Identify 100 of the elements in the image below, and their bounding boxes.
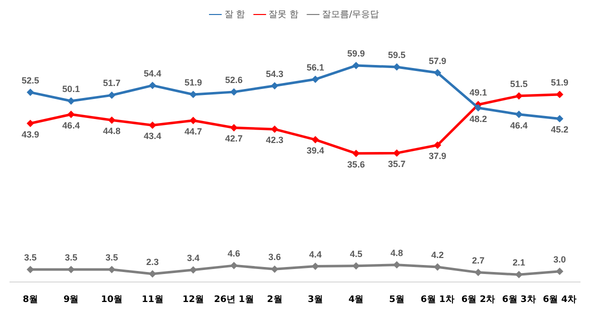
data-label: 42.3 — [266, 135, 284, 146]
point — [312, 76, 319, 83]
data-label: 35.6 — [347, 159, 365, 170]
data-label: 56.1 — [306, 62, 324, 72]
point — [271, 266, 278, 273]
data-label: 44.7 — [184, 126, 202, 136]
point — [26, 266, 34, 274]
point — [434, 264, 441, 271]
point — [556, 115, 564, 122]
data-label: 44.8 — [103, 126, 121, 136]
point — [312, 136, 319, 144]
data-label: 43.4 — [144, 131, 162, 142]
x-tick-label: 2월 — [267, 294, 282, 305]
point — [190, 266, 197, 274]
legend-label: 잘못 함 — [268, 10, 299, 20]
x-tick-label: 11월 — [142, 294, 164, 305]
data-label: 48.2 — [469, 114, 487, 124]
x-tick-label: 5월 — [389, 294, 404, 305]
point — [515, 92, 522, 100]
x-tick-label: 10월 — [101, 294, 123, 305]
x-tick-label: 6월 4차 — [542, 294, 576, 305]
data-label: 2.1 — [512, 258, 526, 268]
point — [271, 82, 278, 90]
point — [393, 261, 400, 268]
point — [352, 62, 360, 70]
point — [434, 69, 441, 76]
legend-label: 잘 함 — [224, 10, 246, 20]
point — [230, 124, 238, 132]
data-label: 51.9 — [550, 77, 568, 88]
data-label: 4.6 — [228, 248, 240, 259]
data-label: 54.3 — [266, 68, 284, 79]
point — [434, 142, 441, 149]
point — [515, 110, 522, 118]
data-label: 51.9 — [184, 77, 202, 88]
point — [149, 270, 156, 278]
data-label: 46.4 — [510, 120, 528, 130]
point — [68, 97, 75, 104]
x-tick-label: 26년 1월 — [214, 294, 254, 305]
data-label: 52.5 — [22, 75, 40, 86]
x-tick-label: 6월 2차 — [461, 294, 496, 305]
data-label: 43.9 — [22, 129, 40, 140]
point — [312, 262, 319, 270]
point — [149, 122, 156, 129]
data-label: 45.2 — [550, 124, 568, 135]
data-label: 37.9 — [428, 151, 446, 162]
data-label: 50.1 — [62, 84, 80, 94]
x-tick-label: 8월 — [22, 294, 38, 305]
point — [515, 271, 522, 278]
x-tick-label: 3월 — [308, 294, 323, 305]
point — [352, 262, 360, 270]
data-label: 2.3 — [146, 256, 159, 267]
point — [393, 150, 400, 157]
data-label: 3.4 — [186, 252, 200, 263]
point — [352, 150, 360, 157]
x-tick-label: 9월 — [63, 294, 79, 305]
point — [26, 120, 34, 127]
data-label: 59.9 — [347, 48, 365, 59]
point — [230, 262, 238, 270]
x-tick-label: 6월 1차 — [420, 294, 454, 305]
point — [190, 90, 197, 98]
x-tick-label: 12월 — [182, 294, 204, 305]
point — [26, 88, 34, 96]
data-label: 51.5 — [510, 78, 528, 89]
point — [149, 82, 156, 89]
point — [556, 90, 564, 98]
data-label: 35.7 — [388, 159, 406, 170]
point — [271, 126, 278, 133]
x-tick-label: 6월 3차 — [502, 294, 536, 305]
data-label: 3.5 — [106, 252, 118, 263]
data-label: 3.5 — [64, 252, 78, 263]
data-label: 2.7 — [472, 255, 484, 266]
point — [556, 268, 564, 275]
data-label: 3.5 — [24, 252, 37, 263]
point — [393, 63, 400, 70]
data-label: 4.2 — [431, 250, 444, 260]
data-label: 59.5 — [388, 50, 406, 60]
point — [230, 88, 238, 96]
point — [474, 104, 482, 112]
point — [68, 110, 75, 118]
data-label: 52.6 — [225, 74, 243, 85]
point — [108, 92, 116, 99]
data-label: 51.7 — [103, 78, 121, 88]
data-label: 4.8 — [390, 248, 404, 258]
data-label: 57.9 — [428, 56, 446, 66]
data-label: 42.7 — [225, 134, 243, 144]
x-tick-label: 4월 — [348, 294, 364, 305]
data-label: 3.0 — [553, 254, 566, 264]
data-label: 46.4 — [62, 120, 80, 130]
legend-label: 잘모름/무응답 — [322, 10, 380, 20]
data-label: 4.4 — [309, 249, 322, 260]
data-label: 4.5 — [350, 248, 362, 259]
data-label: 39.4 — [306, 146, 324, 156]
point — [108, 266, 116, 274]
point — [190, 117, 197, 124]
data-label: 49.1 — [469, 88, 487, 98]
data-label: 54.4 — [144, 68, 162, 78]
point — [474, 268, 482, 276]
point — [68, 266, 75, 274]
data-label: 3.6 — [268, 252, 281, 262]
point — [108, 116, 116, 124]
